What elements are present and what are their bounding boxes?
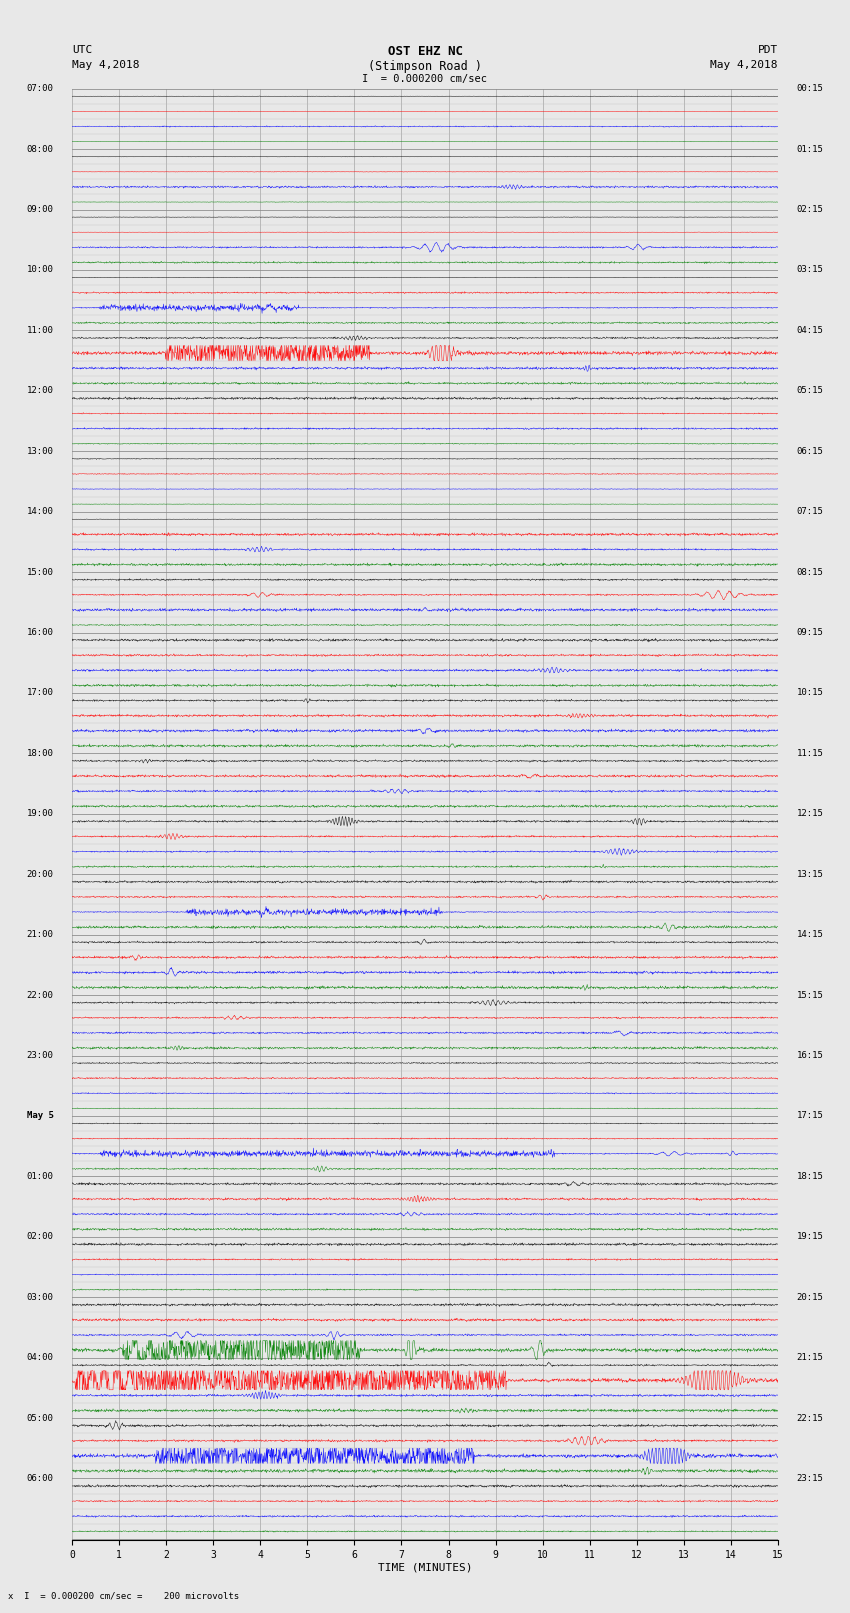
Text: 19:15: 19:15 — [796, 1232, 824, 1242]
Text: 09:00: 09:00 — [26, 205, 54, 215]
Text: 08:15: 08:15 — [796, 568, 824, 576]
Text: 11:00: 11:00 — [26, 326, 54, 336]
Text: 00:15: 00:15 — [796, 84, 824, 94]
Text: (Stimpson Road ): (Stimpson Road ) — [368, 60, 482, 73]
Text: 02:15: 02:15 — [796, 205, 824, 215]
Text: May 5: May 5 — [26, 1111, 54, 1121]
Text: 16:15: 16:15 — [796, 1052, 824, 1060]
Text: 05:00: 05:00 — [26, 1413, 54, 1423]
Text: 23:00: 23:00 — [26, 1052, 54, 1060]
Text: 17:00: 17:00 — [26, 689, 54, 697]
Text: 22:15: 22:15 — [796, 1413, 824, 1423]
Text: I  = 0.000200 cm/sec: I = 0.000200 cm/sec — [362, 74, 488, 84]
Text: 04:15: 04:15 — [796, 326, 824, 336]
Text: 20:15: 20:15 — [796, 1292, 824, 1302]
Text: May 4,2018: May 4,2018 — [72, 60, 139, 69]
Text: 18:00: 18:00 — [26, 748, 54, 758]
Text: 21:15: 21:15 — [796, 1353, 824, 1361]
Text: x  I  = 0.000200 cm/sec =    200 microvolts: x I = 0.000200 cm/sec = 200 microvolts — [8, 1590, 240, 1600]
Text: May 4,2018: May 4,2018 — [711, 60, 778, 69]
Text: 03:15: 03:15 — [796, 266, 824, 274]
Text: 02:00: 02:00 — [26, 1232, 54, 1242]
Text: 15:15: 15:15 — [796, 990, 824, 1000]
Text: 12:15: 12:15 — [796, 810, 824, 818]
Text: 05:15: 05:15 — [796, 387, 824, 395]
Text: PDT: PDT — [757, 45, 778, 55]
Text: 10:00: 10:00 — [26, 266, 54, 274]
Text: 17:15: 17:15 — [796, 1111, 824, 1121]
Text: 08:00: 08:00 — [26, 145, 54, 153]
Text: 13:00: 13:00 — [26, 447, 54, 456]
Text: 19:00: 19:00 — [26, 810, 54, 818]
Text: 09:15: 09:15 — [796, 627, 824, 637]
Text: 20:00: 20:00 — [26, 869, 54, 879]
Text: 10:15: 10:15 — [796, 689, 824, 697]
Text: 14:15: 14:15 — [796, 931, 824, 939]
Text: 23:15: 23:15 — [796, 1474, 824, 1482]
Text: 15:00: 15:00 — [26, 568, 54, 576]
Text: 06:15: 06:15 — [796, 447, 824, 456]
Text: 06:00: 06:00 — [26, 1474, 54, 1482]
Text: 07:15: 07:15 — [796, 506, 824, 516]
Text: 12:00: 12:00 — [26, 387, 54, 395]
Text: 11:15: 11:15 — [796, 748, 824, 758]
Text: 21:00: 21:00 — [26, 931, 54, 939]
Text: 07:00: 07:00 — [26, 84, 54, 94]
Text: 01:15: 01:15 — [796, 145, 824, 153]
Text: 18:15: 18:15 — [796, 1173, 824, 1181]
Text: 16:00: 16:00 — [26, 627, 54, 637]
Text: 01:00: 01:00 — [26, 1173, 54, 1181]
X-axis label: TIME (MINUTES): TIME (MINUTES) — [377, 1563, 473, 1573]
Text: 04:00: 04:00 — [26, 1353, 54, 1361]
Text: 14:00: 14:00 — [26, 506, 54, 516]
Text: 22:00: 22:00 — [26, 990, 54, 1000]
Text: UTC: UTC — [72, 45, 93, 55]
Text: 13:15: 13:15 — [796, 869, 824, 879]
Text: 03:00: 03:00 — [26, 1292, 54, 1302]
Text: OST EHZ NC: OST EHZ NC — [388, 45, 462, 58]
